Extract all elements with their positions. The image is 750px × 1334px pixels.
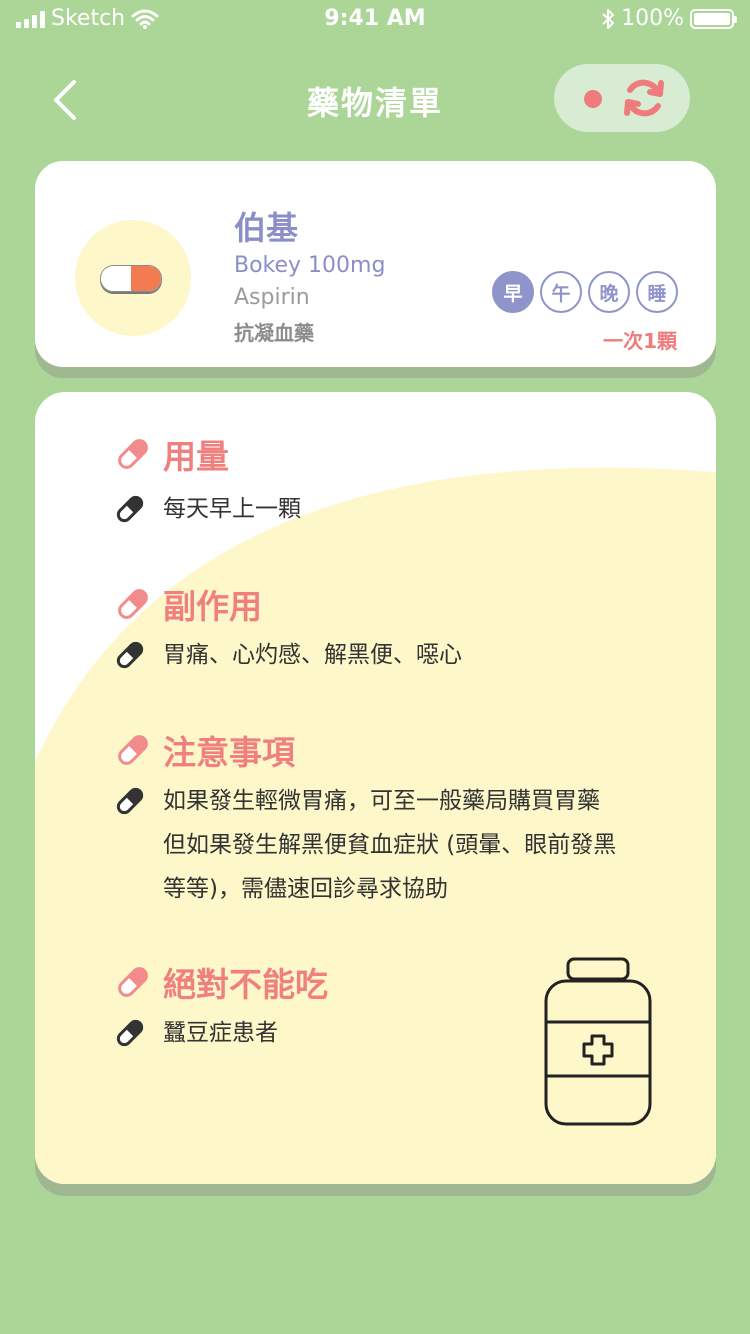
bullet-text: 等等)，需儘速回診尋求協助 — [163, 876, 448, 902]
bullet-text-block: 如果發生輕微胃痛，可至一般藥局購買胃藥 但如果發生解黑便貧血症狀 (頭暈、眼前發… — [163, 779, 616, 911]
section-bullet: 每天早上一顆 — [115, 487, 301, 531]
dose-amount: 一次1顆 — [603, 329, 677, 353]
section-bullet: 蠶豆症患者 — [115, 1011, 278, 1055]
battery-icon — [690, 8, 737, 29]
medication-info-card: 用量 每天早上一顆 副作用 胃痛、心灼感、解黑便、噁心 注意事項 如果發生輕微胃… — [35, 392, 716, 1184]
time-chip-bedtime[interactable]: 睡 — [636, 271, 678, 313]
sync-icon — [624, 79, 664, 117]
bullet-text: 每天早上一顆 — [163, 496, 301, 522]
dose-times: 早 午 晚 睡 — [492, 271, 678, 313]
section-title: 用量 — [163, 437, 229, 476]
page-title: 藥物清單 — [306, 84, 443, 122]
pill-bullet-icon — [116, 787, 144, 815]
medication-category: 抗凝血藥 — [234, 321, 314, 345]
time-chip-morning[interactable]: 早 — [492, 271, 534, 313]
sync-status-dot — [584, 90, 602, 108]
section-title: 注意事項 — [163, 733, 295, 772]
medication-card[interactable]: 伯基 Bokey 100mg Aspirin 抗凝血藥 早 午 晚 睡 一次1顆 — [35, 161, 716, 367]
section-header-contraindications: 絕對不能吃 — [115, 958, 328, 1006]
section-header-side-effects: 副作用 — [115, 580, 262, 628]
status-bar: Sketch 9:41 AM 100% — [0, 0, 750, 40]
medication-brand: Bokey 100mg — [234, 253, 386, 278]
time-chip-evening[interactable]: 晚 — [588, 271, 630, 313]
pill-bullet-icon — [116, 1019, 144, 1047]
pill-bullet-icon — [116, 495, 144, 523]
pill-bullet-icon — [116, 641, 144, 669]
status-time: 9:41 AM — [324, 6, 426, 31]
status-right: 100% — [601, 6, 737, 31]
bluetooth-icon — [602, 8, 615, 29]
medication-generic: Aspirin — [234, 285, 310, 310]
section-bullet: 如果發生輕微胃痛，可至一般藥局購買胃藥 但如果發生解黑便貧血症狀 (頭暈、眼前發… — [115, 779, 616, 911]
capsule-icon — [100, 265, 162, 292]
section-title: 絕對不能吃 — [163, 965, 328, 1004]
section-header-dosage: 用量 — [115, 430, 229, 478]
section-bullet: 胃痛、心灼感、解黑便、噁心 — [115, 633, 462, 677]
pill-icon — [118, 967, 148, 997]
carrier-label: Sketch — [51, 6, 126, 31]
sync-button[interactable] — [554, 64, 690, 132]
status-left: Sketch — [16, 6, 159, 31]
pill-icon — [118, 589, 148, 619]
section-title: 副作用 — [163, 587, 262, 626]
battery-percent: 100% — [621, 6, 684, 31]
bullet-text: 如果發生輕微胃痛，可至一般藥局購買胃藥 — [163, 788, 600, 814]
pill-avatar — [75, 220, 191, 336]
bullet-text: 胃痛、心灼感、解黑便、噁心 — [163, 642, 462, 668]
time-chip-noon[interactable]: 午 — [540, 271, 582, 313]
bullet-text: 但如果發生解黑便貧血症狀 (頭暈、眼前發黑 — [163, 832, 617, 858]
wifi-icon — [131, 9, 159, 29]
pill-icon — [118, 439, 148, 469]
medication-name: 伯基 — [234, 209, 299, 247]
pill-icon — [118, 735, 148, 765]
signal-icon — [16, 10, 45, 28]
section-header-precautions: 注意事項 — [115, 726, 295, 774]
back-chevron-icon[interactable] — [44, 78, 88, 122]
medicine-bottle-icon — [544, 957, 652, 1126]
bullet-text: 蠶豆症患者 — [163, 1020, 278, 1046]
